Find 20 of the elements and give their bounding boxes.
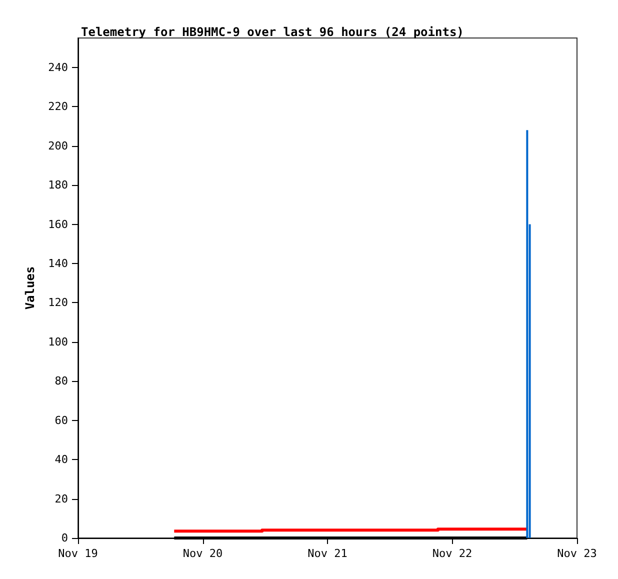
y-tick-label: 160 <box>48 218 68 231</box>
x-tick-label: Nov 23 <box>557 547 597 560</box>
y-tick-label: 200 <box>48 139 68 152</box>
y-tick-label: 120 <box>48 296 68 310</box>
y-tick-label: 180 <box>48 178 68 192</box>
x-tick-label: Nov 21 <box>308 547 348 560</box>
x-tick-label: Nov 20 <box>182 547 223 560</box>
y-tick-label: 60 <box>54 414 68 427</box>
y-axis-title: Values <box>23 266 37 310</box>
y-tick-label: 220 <box>48 100 68 114</box>
y-tick-label: 40 <box>54 453 68 466</box>
y-tick-label: 100 <box>48 335 68 348</box>
y-tick-label: 240 <box>48 60 68 74</box>
y-tick-label: 20 <box>54 492 68 506</box>
x-tick-label: Nov 22 <box>432 547 472 560</box>
x-tick-label: Nov 19 <box>58 547 98 560</box>
chart-title: Telemetry for HB9HMC-9 over last 96 hours (24 points) <box>81 25 464 39</box>
y-tick-label: 0 <box>61 532 68 544</box>
y-tick-label: 80 <box>54 374 68 388</box>
y-tick-label: 140 <box>48 256 68 270</box>
